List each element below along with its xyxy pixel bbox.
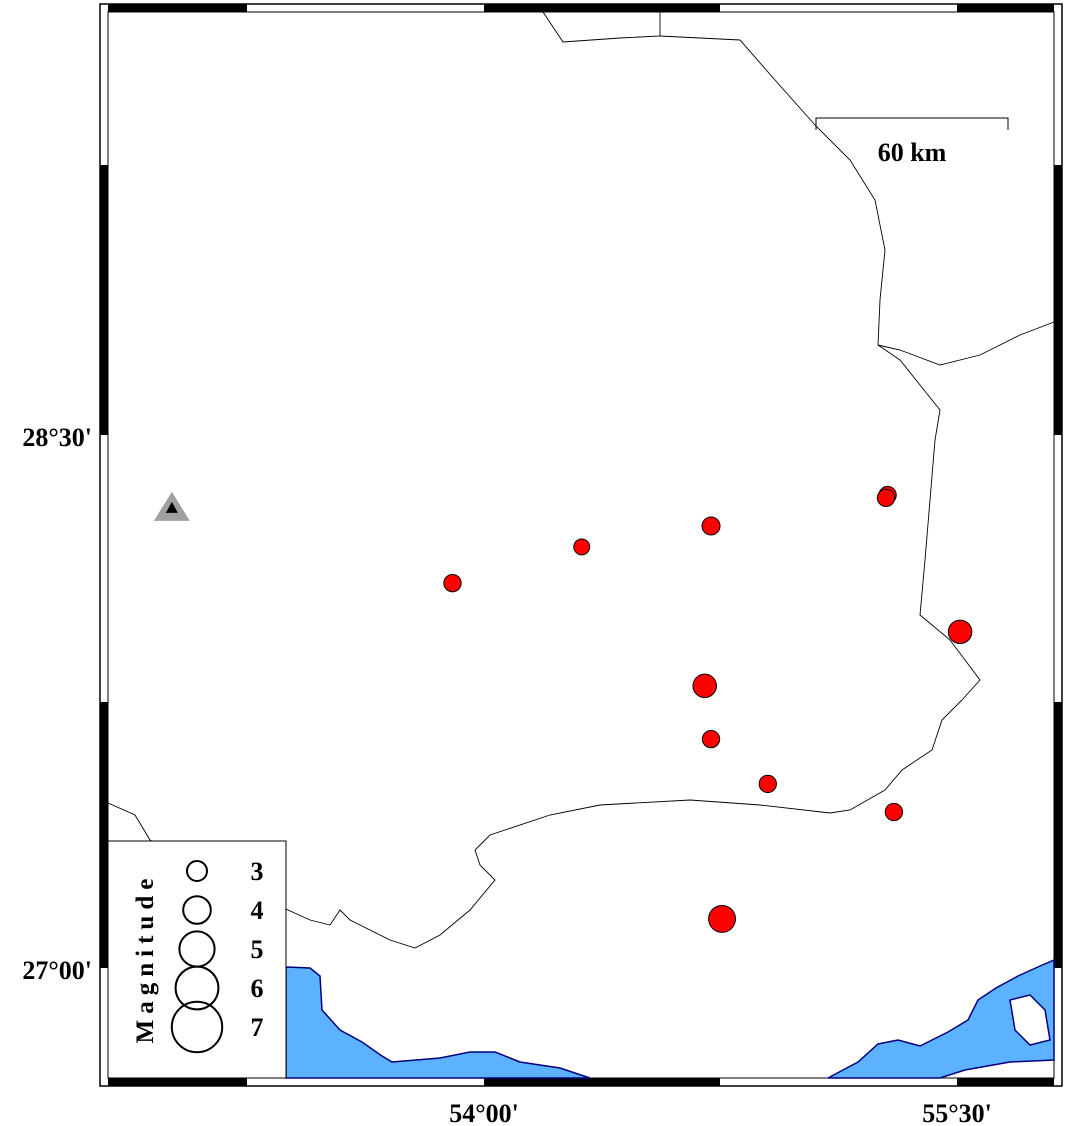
legend-label-6: 6: [251, 974, 264, 1003]
event-marker-8: [758, 774, 777, 794]
legend-label-4: 4: [251, 896, 264, 925]
scale-bar-label: 60 km: [878, 138, 947, 167]
event-marker-1: [573, 538, 591, 556]
event-marker-10: [708, 904, 736, 933]
legend-circle-3: [186, 860, 208, 882]
event-marker-9: [884, 802, 904, 822]
event-marker-4: [876, 488, 896, 508]
lat-label-28-30: 28°30': [22, 423, 92, 452]
lon-label-54-00: 54°00': [449, 1099, 519, 1126]
scale-bar: 60 km: [815, 117, 1009, 167]
magnitude-legend: Magnitude 3 4 5 6 7: [107, 840, 287, 1079]
legend-label-3: 3: [251, 857, 264, 886]
event-marker-6: [692, 673, 717, 699]
lon-label-55-30: 55°30': [922, 1099, 992, 1126]
lat-label-27-00: 27°00': [22, 956, 92, 985]
legend-title: Magnitude: [132, 873, 159, 1044]
event-marker-7: [701, 729, 721, 749]
event-marker-0: [443, 574, 462, 593]
station-inner-triangle: [165, 501, 178, 513]
station-triangle-icon: [153, 491, 190, 521]
water-bodies: [285, 958, 1055, 1079]
legend-circle-4: [182, 895, 212, 925]
legend-label-7: 7: [251, 1013, 264, 1042]
legend-circle-6: [174, 965, 220, 1011]
earthquake-events: [443, 485, 973, 933]
political-borders: [107, 11, 1055, 949]
legend-label-5: 5: [251, 935, 264, 964]
event-marker-2: [701, 516, 721, 536]
legend-circle-7: [170, 1000, 224, 1054]
event-marker-5: [947, 619, 973, 645]
